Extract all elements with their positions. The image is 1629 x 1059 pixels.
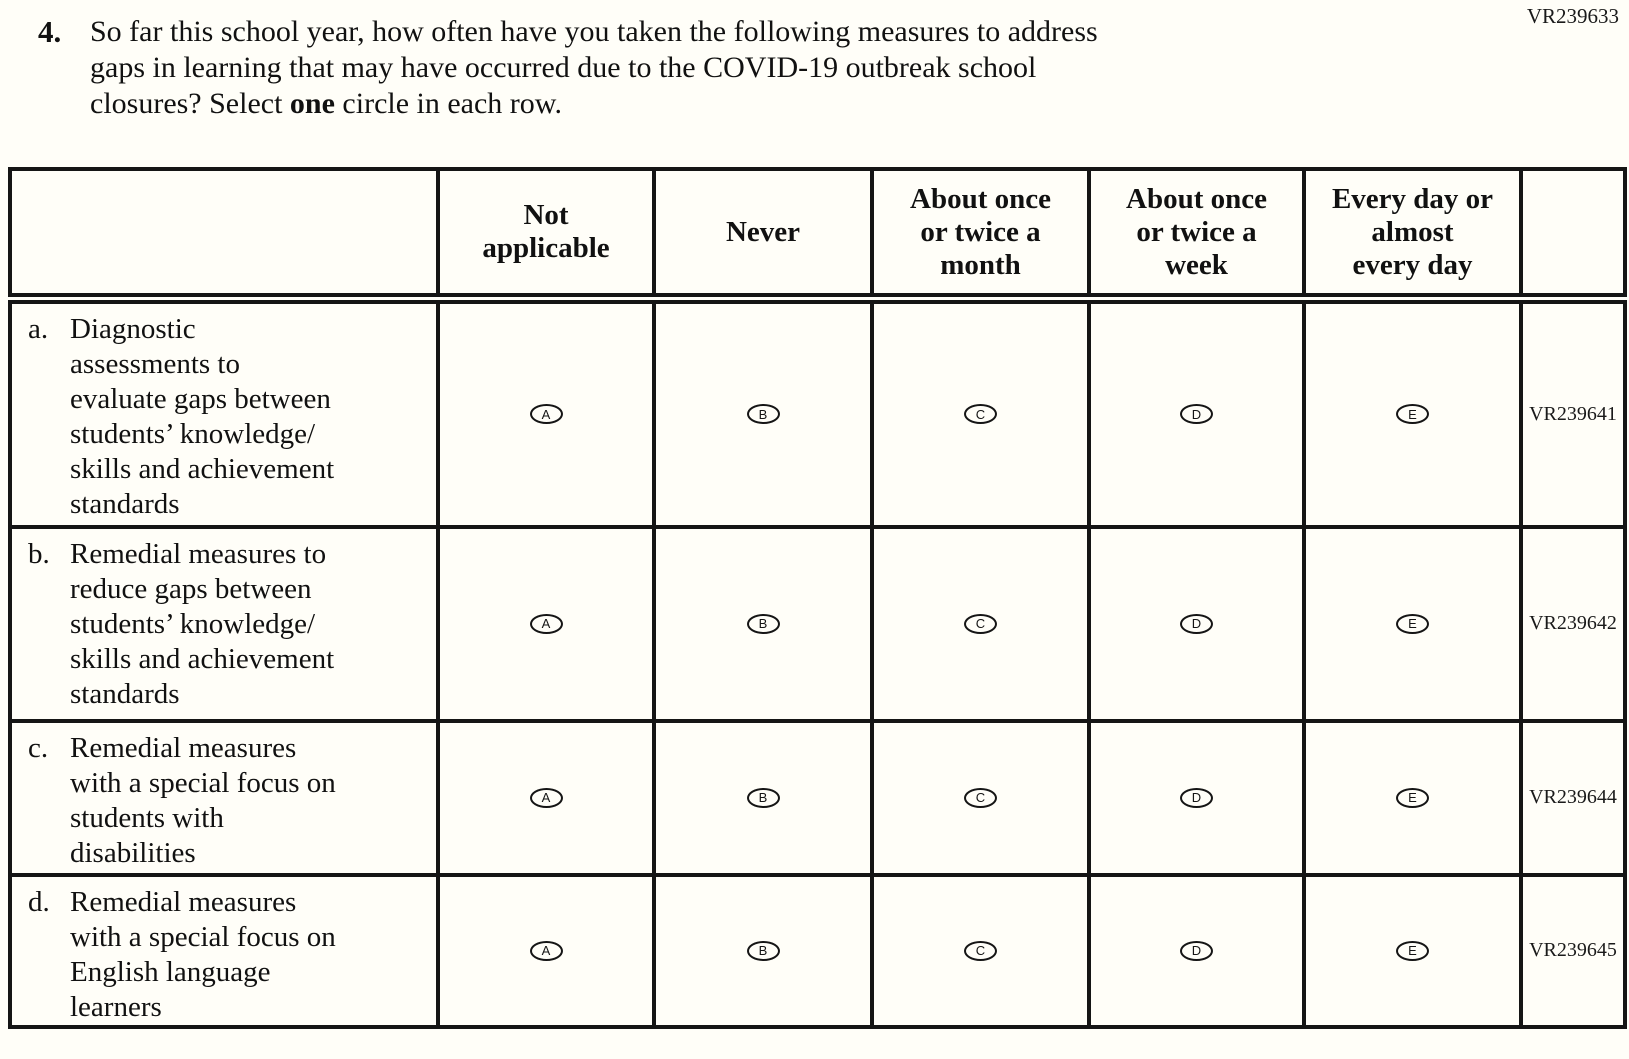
row-letter-b: b. [28,537,50,570]
row-text-d: Remedial measures with a special focus o… [70,885,336,1023]
question-block: 4. So far this school year, how often ha… [38,14,1098,122]
question-line-1: So far this school year, how often have … [90,15,1098,48]
bubble-row-c-option-e[interactable]: E [1396,787,1429,808]
bubble-row-b-option-b[interactable]: B [746,613,780,634]
row-text-a: Diagnostic assessments to evaluate gaps … [70,313,335,520]
cell-b-every-day: E [1302,524,1523,723]
row-letter-a: a. [28,313,49,345]
question-line-2: gaps in learning that may have occurred … [90,51,1037,84]
cell-c-once-twice-week: D [1087,718,1306,877]
cell-b-never: B [652,524,874,723]
bubble-row-a-option-a[interactable]: A [529,404,563,425]
bubble-row-d-option-c[interactable]: C [964,940,997,961]
row-code-b: VR239642 [1519,524,1627,723]
question-bold-word: one [289,87,335,120]
bubble-row-d-option-b[interactable]: B [746,940,780,961]
header-row: Not applicable Never About once or twice… [8,167,1627,304]
column-header-never: Never [652,167,874,304]
bubble-row-a-option-e[interactable]: E [1396,404,1429,425]
bubble-row-d-option-e[interactable]: E [1396,940,1429,961]
cell-d-not-applicable: A [436,872,656,1029]
bubble-row-d-option-d[interactable]: D [1180,940,1213,961]
bubble-row-c-option-a[interactable]: A [529,787,563,808]
cell-c-not-applicable: A [436,718,656,877]
table-row-b: b. Remedial measures to reduce gaps betw… [8,524,1627,723]
response-matrix-table: Not applicable Never About once or twice… [8,167,1627,1029]
form-code: VR239633 [1526,4,1619,28]
column-header-once-twice-month: About once or twice a month [870,167,1091,304]
bubble-row-d-option-a[interactable]: A [529,940,563,961]
bubble-row-b-option-a[interactable]: A [529,613,563,634]
row-code-c: VR239644 [1519,718,1627,877]
row-label-d: d. Remedial measures with a special focu… [8,872,440,1029]
cell-d-never: B [652,872,874,1029]
row-code-d: VR239645 [1519,872,1627,1029]
bubble-row-a-option-b[interactable]: B [746,404,780,425]
column-header-every-day: Every day or almost every day [1302,167,1523,304]
cell-b-not-applicable: A [436,524,656,723]
cell-a-once-twice-week: D [1087,296,1306,529]
column-header-once-twice-week: About once or twice a week [1087,167,1306,304]
cell-c-never: B [652,718,874,877]
header-empty-code-column [1519,167,1627,304]
cell-d-every-day: E [1302,872,1523,1029]
cell-b-once-twice-month: C [870,524,1091,723]
question-number: 4. [38,14,62,49]
table-row-d: d. Remedial measures with a special focu… [8,872,1627,1029]
question-line-3: closures? Select one circle in each row. [90,87,563,120]
bubble-row-c-option-b[interactable]: B [746,787,780,808]
row-label-b: b. Remedial measures to reduce gaps betw… [8,524,440,723]
row-letter-d: d. [28,885,50,918]
header-empty-corner [8,167,440,304]
column-header-not-applicable: Not applicable [436,167,656,304]
cell-d-once-twice-week: D [1087,872,1306,1029]
row-code-a: VR239641 [1519,296,1627,529]
cell-b-once-twice-week: D [1087,524,1306,723]
bubble-row-a-option-d[interactable]: D [1180,404,1213,425]
cell-a-never: B [652,296,874,529]
row-letter-c: c. [28,731,49,764]
row-text-b: Remedial measures to reduce gaps between… [70,537,335,710]
bubble-row-b-option-c[interactable]: C [964,613,997,634]
row-label-c: c. Remedial measures with a special focu… [8,718,440,877]
bubble-row-c-option-d[interactable]: D [1180,787,1213,808]
row-text-c: Remedial measures with a special focus o… [70,731,336,869]
bubble-row-a-option-c[interactable]: C [964,404,997,425]
row-label-a: a. Diagnostic assessments to evaluate ga… [8,296,440,529]
table-row-a: a. Diagnostic assessments to evaluate ga… [8,296,1627,529]
bubble-row-b-option-e[interactable]: E [1396,613,1429,634]
cell-a-once-twice-month: C [870,296,1091,529]
bubble-row-c-option-c[interactable]: C [964,787,997,808]
cell-c-once-twice-month: C [870,718,1091,877]
cell-a-not-applicable: A [436,296,656,529]
question-text: So far this school year, how often have … [90,14,1098,122]
bubble-row-b-option-d[interactable]: D [1180,613,1213,634]
cell-a-every-day: E [1302,296,1523,529]
cell-d-once-twice-month: C [870,872,1091,1029]
table-row-c: c. Remedial measures with a special focu… [8,718,1627,877]
cell-c-every-day: E [1302,718,1523,877]
